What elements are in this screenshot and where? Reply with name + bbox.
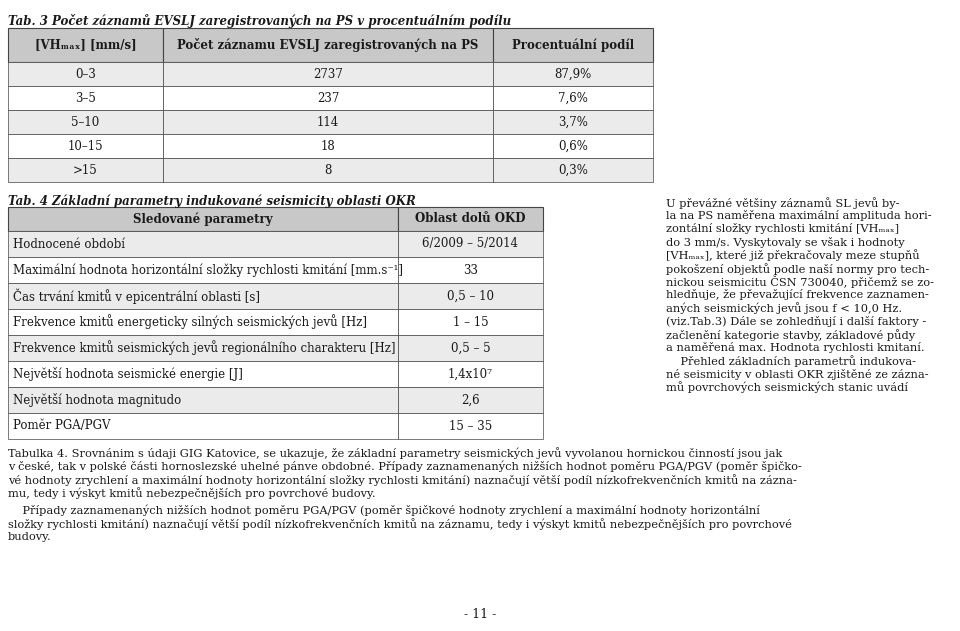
Text: 10–15: 10–15 <box>68 139 104 153</box>
Bar <box>493 86 653 110</box>
Text: 15 – 35: 15 – 35 <box>449 420 492 432</box>
Text: složky rychlosti kmitání) naznačují větší podíl nízkofrekvenčních kmitů na zázna: složky rychlosti kmitání) naznačují větš… <box>8 519 792 530</box>
Bar <box>8 134 163 158</box>
Text: 7,6%: 7,6% <box>558 91 588 105</box>
Text: 114: 114 <box>317 115 339 129</box>
Text: U převážné většiny záznamů SL jevů by-: U převážné většiny záznamů SL jevů by- <box>666 197 900 208</box>
Text: mu, tedy i výskyt kmitů nebezpečnějších pro povrchové budovy.: mu, tedy i výskyt kmitů nebezpečnějších … <box>8 488 375 499</box>
Text: né seismicity v oblasti OKR zjištěné ze zázna-: né seismicity v oblasti OKR zjištěné ze … <box>666 369 928 380</box>
Text: budovy.: budovy. <box>8 532 52 542</box>
Text: 87,9%: 87,9% <box>554 68 591 81</box>
Text: Frekvence kmitů seismických jevů regionálního charakteru [Hz]: Frekvence kmitů seismických jevů regioná… <box>13 341 396 355</box>
Text: zontální složky rychlosti kmitání [VHₘₐₓ]: zontální složky rychlosti kmitání [VHₘₐₓ… <box>666 223 900 235</box>
Bar <box>163 62 493 86</box>
Text: vé hodnoty zrychlení a maximální hodnoty horizontální složky rychlosti kmitání) : vé hodnoty zrychlení a maximální hodnoty… <box>8 474 797 486</box>
Text: 6/2009 – 5/2014: 6/2009 – 5/2014 <box>422 237 518 251</box>
Bar <box>163 28 493 62</box>
Text: Největší hodnota magnitudo: Největší hodnota magnitudo <box>13 393 181 407</box>
Text: 0,6%: 0,6% <box>558 139 588 153</box>
Bar <box>493 134 653 158</box>
Text: 1,4x10⁷: 1,4x10⁷ <box>448 367 492 380</box>
Text: Hodnocené období: Hodnocené období <box>13 237 125 251</box>
Bar <box>398 231 543 257</box>
Text: hledňuje, že převažující frekvence zaznamen-: hledňuje, že převažující frekvence zazna… <box>666 290 929 300</box>
Text: 8: 8 <box>324 163 332 177</box>
Text: Případy zaznamenaných nižších hodnot poměru PGA/PGV (poměr špičkové hodnoty zryc: Případy zaznamenaných nižších hodnot pom… <box>8 505 760 517</box>
Text: začlenění kategorie stavby, základové půdy: začlenění kategorie stavby, základové pů… <box>666 329 915 341</box>
Text: Největší hodnota seismické energie [J]: Největší hodnota seismické energie [J] <box>13 367 243 381</box>
Text: 237: 237 <box>317 91 339 105</box>
Text: Sledované parametry: Sledované parametry <box>133 212 273 226</box>
Text: Poměr PGA/PGV: Poměr PGA/PGV <box>13 420 110 432</box>
Text: Tabulka 4. Srovnánim s údaji GIG Katovice, se ukazuje, že základní parametry sei: Tabulka 4. Srovnánim s údaji GIG Katovic… <box>8 447 782 459</box>
Text: 18: 18 <box>321 139 335 153</box>
Bar <box>493 158 653 182</box>
Text: [VHₘₐₓ], které již překračovaly meze stupňů: [VHₘₐₓ], které již překračovaly meze stu… <box>666 249 920 261</box>
Bar <box>398 257 543 283</box>
Bar <box>8 413 398 439</box>
Bar <box>163 134 493 158</box>
Text: 5–10: 5–10 <box>71 115 100 129</box>
Text: pokošzení objektů podle naší normy pro tech-: pokošzení objektů podle naší normy pro t… <box>666 262 929 274</box>
Text: Počet záznamu EVSLJ zaregistrovaných na PS: Počet záznamu EVSLJ zaregistrovaných na … <box>178 38 479 52</box>
Bar <box>398 387 543 413</box>
Bar <box>8 110 163 134</box>
Bar <box>163 158 493 182</box>
Text: Frekvence kmitů energeticky silných seismických jevů [Hz]: Frekvence kmitů energeticky silných seis… <box>13 315 367 329</box>
Text: Maximální hodnota horizontální složky rychlosti kmitání [mm.s⁻¹]: Maximální hodnota horizontální složky ry… <box>13 263 403 277</box>
Text: a naměřená max. Hodnota rychlosti kmitaní.: a naměřená max. Hodnota rychlosti kmitan… <box>666 342 924 353</box>
Bar <box>8 283 398 309</box>
Text: Čas trvání kmitů v epicentrální oblasti [s]: Čas trvání kmitů v epicentrální oblasti … <box>13 288 260 304</box>
Text: Tab. 3 Počet záznamů EVSLJ zaregistrovaných na PS v procentuálním podílu: Tab. 3 Počet záznamů EVSLJ zaregistrovan… <box>8 14 511 28</box>
Text: 33: 33 <box>463 264 478 276</box>
Text: Tab. 4 Základní parametry indukované seismicity oblasti OKR: Tab. 4 Základní parametry indukované sei… <box>8 194 416 208</box>
Bar <box>398 335 543 361</box>
Bar <box>493 28 653 62</box>
Bar <box>163 86 493 110</box>
Text: la na PS naměřena maximální amplituda hori-: la na PS naměřena maximální amplituda ho… <box>666 210 931 221</box>
Bar <box>398 361 543 387</box>
Text: 0,5 – 5: 0,5 – 5 <box>450 341 491 355</box>
Text: 2,6: 2,6 <box>461 394 480 406</box>
Text: do 3 mm/s. Vyskytovaly se však i hodnoty: do 3 mm/s. Vyskytovaly se však i hodnoty <box>666 237 904 248</box>
Text: 1 – 15: 1 – 15 <box>453 316 489 329</box>
Bar <box>398 207 543 231</box>
Bar <box>163 110 493 134</box>
Bar <box>8 387 398 413</box>
Bar <box>493 62 653 86</box>
Text: mů povrchových seismických stanic uvádí: mů povrchových seismických stanic uvádí <box>666 382 908 393</box>
Text: >15: >15 <box>73 163 98 177</box>
Bar <box>8 309 398 335</box>
Text: 0–3: 0–3 <box>75 68 96 81</box>
Text: 0,5 – 10: 0,5 – 10 <box>447 290 494 302</box>
Text: Oblast dolů OKD: Oblast dolů OKD <box>416 213 526 225</box>
Text: aných seismických jevů jsou f < 10,0 Hz.: aných seismických jevů jsou f < 10,0 Hz. <box>666 302 902 314</box>
Text: Procentuální podíl: Procentuální podíl <box>512 38 634 52</box>
Text: Přehled základních parametrů indukova-: Přehled základních parametrů indukova- <box>666 355 916 367</box>
Text: - 11 -: - 11 - <box>464 608 496 621</box>
Bar <box>8 231 398 257</box>
Bar <box>398 413 543 439</box>
Text: 3,7%: 3,7% <box>558 115 588 129</box>
Text: nickou seismicitu ČSN 730040, přičemž se zo-: nickou seismicitu ČSN 730040, přičemž se… <box>666 276 934 288</box>
Bar <box>8 86 163 110</box>
Text: 2737: 2737 <box>313 68 343 81</box>
Text: 3–5: 3–5 <box>75 91 96 105</box>
Bar <box>8 207 398 231</box>
Bar <box>398 283 543 309</box>
Text: v české, tak v polské části hornoslezské uhelné pánve obdobné. Případy zaznamena: v české, tak v polské části hornoslezské… <box>8 461 802 472</box>
Bar <box>493 110 653 134</box>
Bar <box>8 28 163 62</box>
Bar <box>8 335 398 361</box>
Bar <box>8 361 398 387</box>
Text: 0,3%: 0,3% <box>558 163 588 177</box>
Bar <box>8 257 398 283</box>
Text: (viz.Tab.3) Dále se zohledňují i další faktory -: (viz.Tab.3) Dále se zohledňují i další f… <box>666 316 926 327</box>
Bar <box>8 158 163 182</box>
Bar <box>398 309 543 335</box>
Bar <box>8 62 163 86</box>
Text: [VHₘₐₓ] [mm/s]: [VHₘₐₓ] [mm/s] <box>35 38 136 52</box>
